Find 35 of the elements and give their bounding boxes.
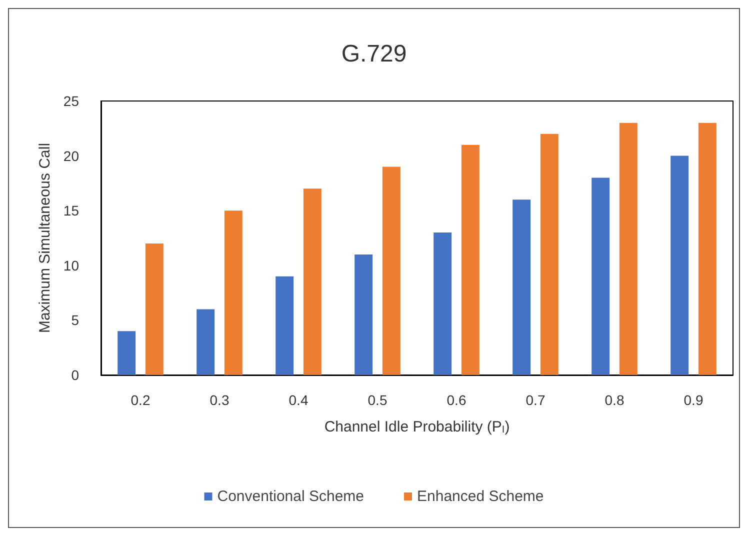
y-tick-label: 15 (63, 202, 80, 219)
bar (145, 243, 164, 375)
bar (619, 122, 638, 375)
x-tick-label: 0.3 (210, 392, 230, 408)
bar (592, 178, 610, 375)
bar (382, 166, 400, 375)
y-tick-label: 10 (63, 257, 80, 274)
bar (434, 232, 452, 375)
x-tick-label: 0.6 (446, 392, 466, 408)
bar (670, 156, 689, 375)
bar (461, 144, 480, 375)
x-tick-label: 0.9 (684, 392, 704, 408)
bar (303, 188, 322, 375)
bar (118, 331, 136, 375)
x-axis-title: Channel Idle Probability (PI) (324, 418, 510, 436)
y-tick-label: 5 (71, 312, 80, 328)
x-tick-label: 0.8 (604, 392, 624, 408)
x-tick-label: 0.7 (526, 392, 546, 408)
y-axis-title: Maximum Simultaneous Call (36, 142, 54, 334)
y-tick-label: 0 (71, 367, 80, 383)
bar (512, 200, 531, 375)
bar (698, 122, 716, 375)
chart-title: G.729 (341, 40, 407, 68)
legend-label: Enhanced Scheme (417, 488, 544, 505)
bar (276, 276, 294, 375)
x-tick-label: 0.5 (368, 392, 388, 408)
bar (224, 210, 242, 375)
legend-label: Conventional Scheme (217, 488, 364, 505)
bar (196, 309, 215, 375)
bar (354, 254, 373, 375)
x-tick-label: 0.4 (288, 392, 308, 408)
y-tick-label: 25 (63, 93, 80, 109)
x-tick-label: 0.2 (130, 392, 150, 408)
y-tick-label: 20 (63, 148, 80, 164)
bar (540, 134, 558, 375)
